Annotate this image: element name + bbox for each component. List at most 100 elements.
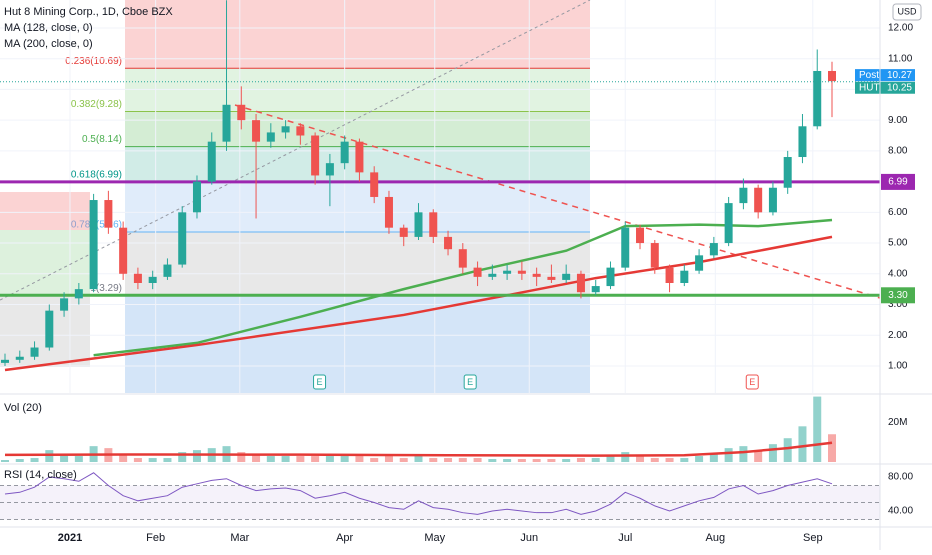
earnings-label: E xyxy=(749,377,755,387)
fib-label: 0.236(10.69) xyxy=(65,56,122,67)
candle-body xyxy=(148,276,157,283)
fib-zone-left xyxy=(0,192,90,230)
candle-body xyxy=(783,157,792,188)
candle-body xyxy=(813,70,822,127)
y-tick-label: 4.00 xyxy=(888,268,908,279)
volume-bar xyxy=(15,459,24,462)
axes: 12.0011.0010.009.008.007.006.005.004.003… xyxy=(58,23,915,544)
volume-pane xyxy=(1,396,836,462)
candle-body xyxy=(222,104,231,142)
earnings-marker xyxy=(313,374,327,390)
candle-body xyxy=(444,236,453,250)
rsi-line xyxy=(4,472,833,515)
volume-bar xyxy=(517,459,526,462)
candle-body xyxy=(104,200,113,228)
candle-body xyxy=(384,196,393,228)
volume-bar xyxy=(709,454,718,462)
x-tick-label: Sep xyxy=(803,532,823,544)
volume-bar xyxy=(621,452,630,462)
candle-body xyxy=(60,298,69,311)
volume-bar xyxy=(133,458,142,462)
price-tag-name: Post xyxy=(859,70,879,81)
volume-bar xyxy=(473,458,482,462)
volume-bar xyxy=(340,456,349,462)
volume-bar xyxy=(503,459,512,462)
y-tick-label: 5.00 xyxy=(888,238,908,249)
x-tick-label: 2021 xyxy=(58,532,82,544)
volume-bar xyxy=(192,450,201,462)
volume-bar xyxy=(429,458,438,462)
rsi-pane xyxy=(0,472,880,520)
y-tick-label: 2.00 xyxy=(888,330,908,341)
candle-body xyxy=(163,264,172,277)
trend-line xyxy=(234,104,880,299)
legend-ma: MA (128, close, 0) xyxy=(4,22,93,34)
volume-bar xyxy=(119,454,128,462)
x-tick-label: Feb xyxy=(146,532,165,544)
y-tick-label: 12.00 xyxy=(888,23,913,34)
volume-bar xyxy=(695,456,704,462)
candle-body xyxy=(798,126,807,158)
rsi-tick-label: 40.00 xyxy=(888,506,913,517)
y-tick-label: 3.00 xyxy=(888,299,908,310)
candle-body xyxy=(680,270,689,283)
candle-body xyxy=(133,273,142,283)
candle-body xyxy=(650,243,659,268)
candle-body xyxy=(207,141,216,182)
volume-bar xyxy=(680,458,689,462)
earnings-label: E xyxy=(317,377,323,387)
y-tick-label: 9.00 xyxy=(888,115,908,126)
candle-body xyxy=(458,249,467,268)
candle-body xyxy=(828,70,836,82)
candle-body xyxy=(325,163,334,176)
candle-body xyxy=(503,270,512,274)
volume-bar xyxy=(296,456,305,462)
rsi-label: RSI (14, close) xyxy=(4,469,77,481)
candle-body xyxy=(576,273,585,293)
fib-zone xyxy=(125,231,590,296)
y-tick-label: 6.00 xyxy=(888,207,908,218)
price-tag-value: 10.27 xyxy=(887,70,912,81)
price-pane: 0.236(10.69) 0.382(9.28) 0.5(8.14) 0.618(6.… xyxy=(0,0,880,393)
volume-label: Vol (20) xyxy=(4,402,42,414)
candle-body xyxy=(547,276,556,280)
candle-body xyxy=(1,359,9,363)
volume-bar xyxy=(739,446,748,462)
candle-body xyxy=(192,181,201,213)
x-tick-label: Jul xyxy=(618,532,632,544)
candle-body xyxy=(89,200,98,290)
currency-box xyxy=(892,3,922,21)
volume-bar xyxy=(399,458,408,462)
candle-body xyxy=(606,267,615,287)
candle-body xyxy=(621,227,630,268)
candle-body xyxy=(739,187,748,204)
candle-body xyxy=(30,347,39,357)
volume-bar xyxy=(576,458,585,462)
volume-bar xyxy=(444,458,453,462)
candle-body xyxy=(591,286,600,293)
candle-body xyxy=(399,227,408,237)
volume-bar xyxy=(178,452,187,462)
volume-bar xyxy=(163,458,172,462)
fib-label: 1(3.29) xyxy=(90,283,122,294)
earnings-label: E xyxy=(467,377,473,387)
volume-bar xyxy=(237,452,246,462)
rsi-band xyxy=(0,485,880,520)
candle-body xyxy=(311,135,320,176)
y-tick-label: 1.00 xyxy=(888,361,908,372)
volume-bar xyxy=(1,460,9,462)
volume-bar xyxy=(724,448,733,462)
volume-bar xyxy=(266,456,275,462)
price-tag-name: HUT xyxy=(859,82,880,93)
x-tick-label: Apr xyxy=(336,532,353,544)
candle-body xyxy=(768,187,777,213)
earnings-marker xyxy=(745,374,759,390)
volume-bar xyxy=(74,456,83,462)
volume-bar xyxy=(252,454,261,462)
candle-body xyxy=(119,227,128,274)
candle-body xyxy=(237,104,246,121)
volume-bar xyxy=(488,459,497,462)
volume-bar xyxy=(783,438,792,462)
candle-body xyxy=(562,273,571,280)
